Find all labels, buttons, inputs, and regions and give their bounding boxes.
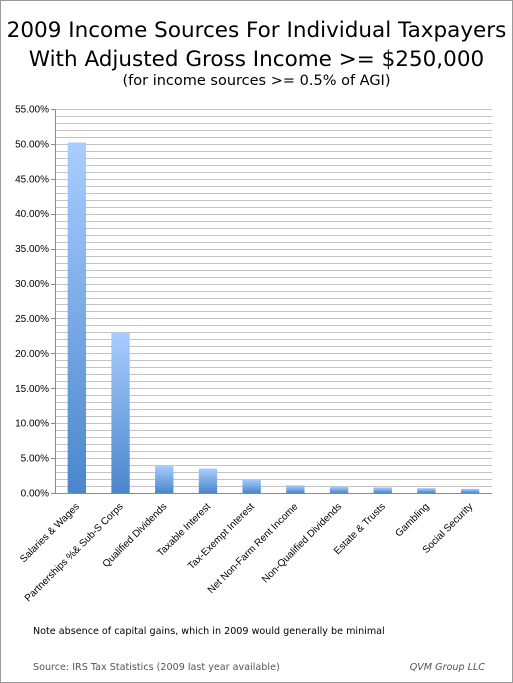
- credit-text: QVM Group LLC: [409, 662, 485, 673]
- source-text: Source: IRS Tax Statistics (2009 last ye…: [33, 662, 280, 673]
- category-label: Non-Qualified Dividends: [260, 501, 344, 585]
- y-tick-label: 25.00%: [15, 314, 49, 325]
- chart-title-line-1: 2009 Income Sources For Individual Taxpa…: [6, 18, 507, 43]
- y-tick-label: 55.00%: [15, 105, 49, 116]
- bar: [67, 142, 87, 493]
- bar: [286, 485, 305, 493]
- y-tick-label: 40.00%: [15, 209, 49, 220]
- bar: [373, 487, 392, 493]
- y-tick-label: 15.00%: [15, 384, 49, 395]
- y-tick-label: 45.00%: [15, 174, 49, 185]
- axes: [55, 109, 492, 494]
- chart-title: 2009 Income Sources For Individual Taxpa…: [0, 16, 513, 74]
- bar: [329, 486, 349, 493]
- bar: [198, 468, 218, 493]
- chart-title-line-2: With Adjusted Gross Income >= $250,000: [28, 47, 485, 72]
- bar: [111, 332, 130, 493]
- category-label: Gambling: [394, 501, 432, 539]
- category-label: Net Non-Farm Rent Income: [206, 501, 301, 596]
- chart-subtitle: (for income sources >= 0.5% of AGI): [122, 73, 391, 89]
- y-tick-label: 30.00%: [15, 279, 49, 290]
- y-axis-ticks: 0.00% 5.00% 10.00% 15.00% 20.00% 25.00% 30.00%…: [15, 105, 55, 500]
- y-tick-label: 5.00%: [21, 454, 49, 465]
- bar: [242, 479, 261, 493]
- footnote: Note absence of capital gains, which in …: [33, 626, 385, 637]
- y-tick-label: 50.00%: [15, 139, 49, 150]
- y-tick-label: 35.00%: [15, 244, 49, 255]
- y-tick-label: 0.00%: [21, 489, 49, 500]
- bars: [67, 142, 480, 493]
- y-tick-label: 10.00%: [15, 419, 49, 430]
- bar: [417, 488, 436, 493]
- bar: [155, 465, 174, 493]
- y-tick-label: 20.00%: [15, 349, 49, 360]
- bar: [460, 488, 480, 493]
